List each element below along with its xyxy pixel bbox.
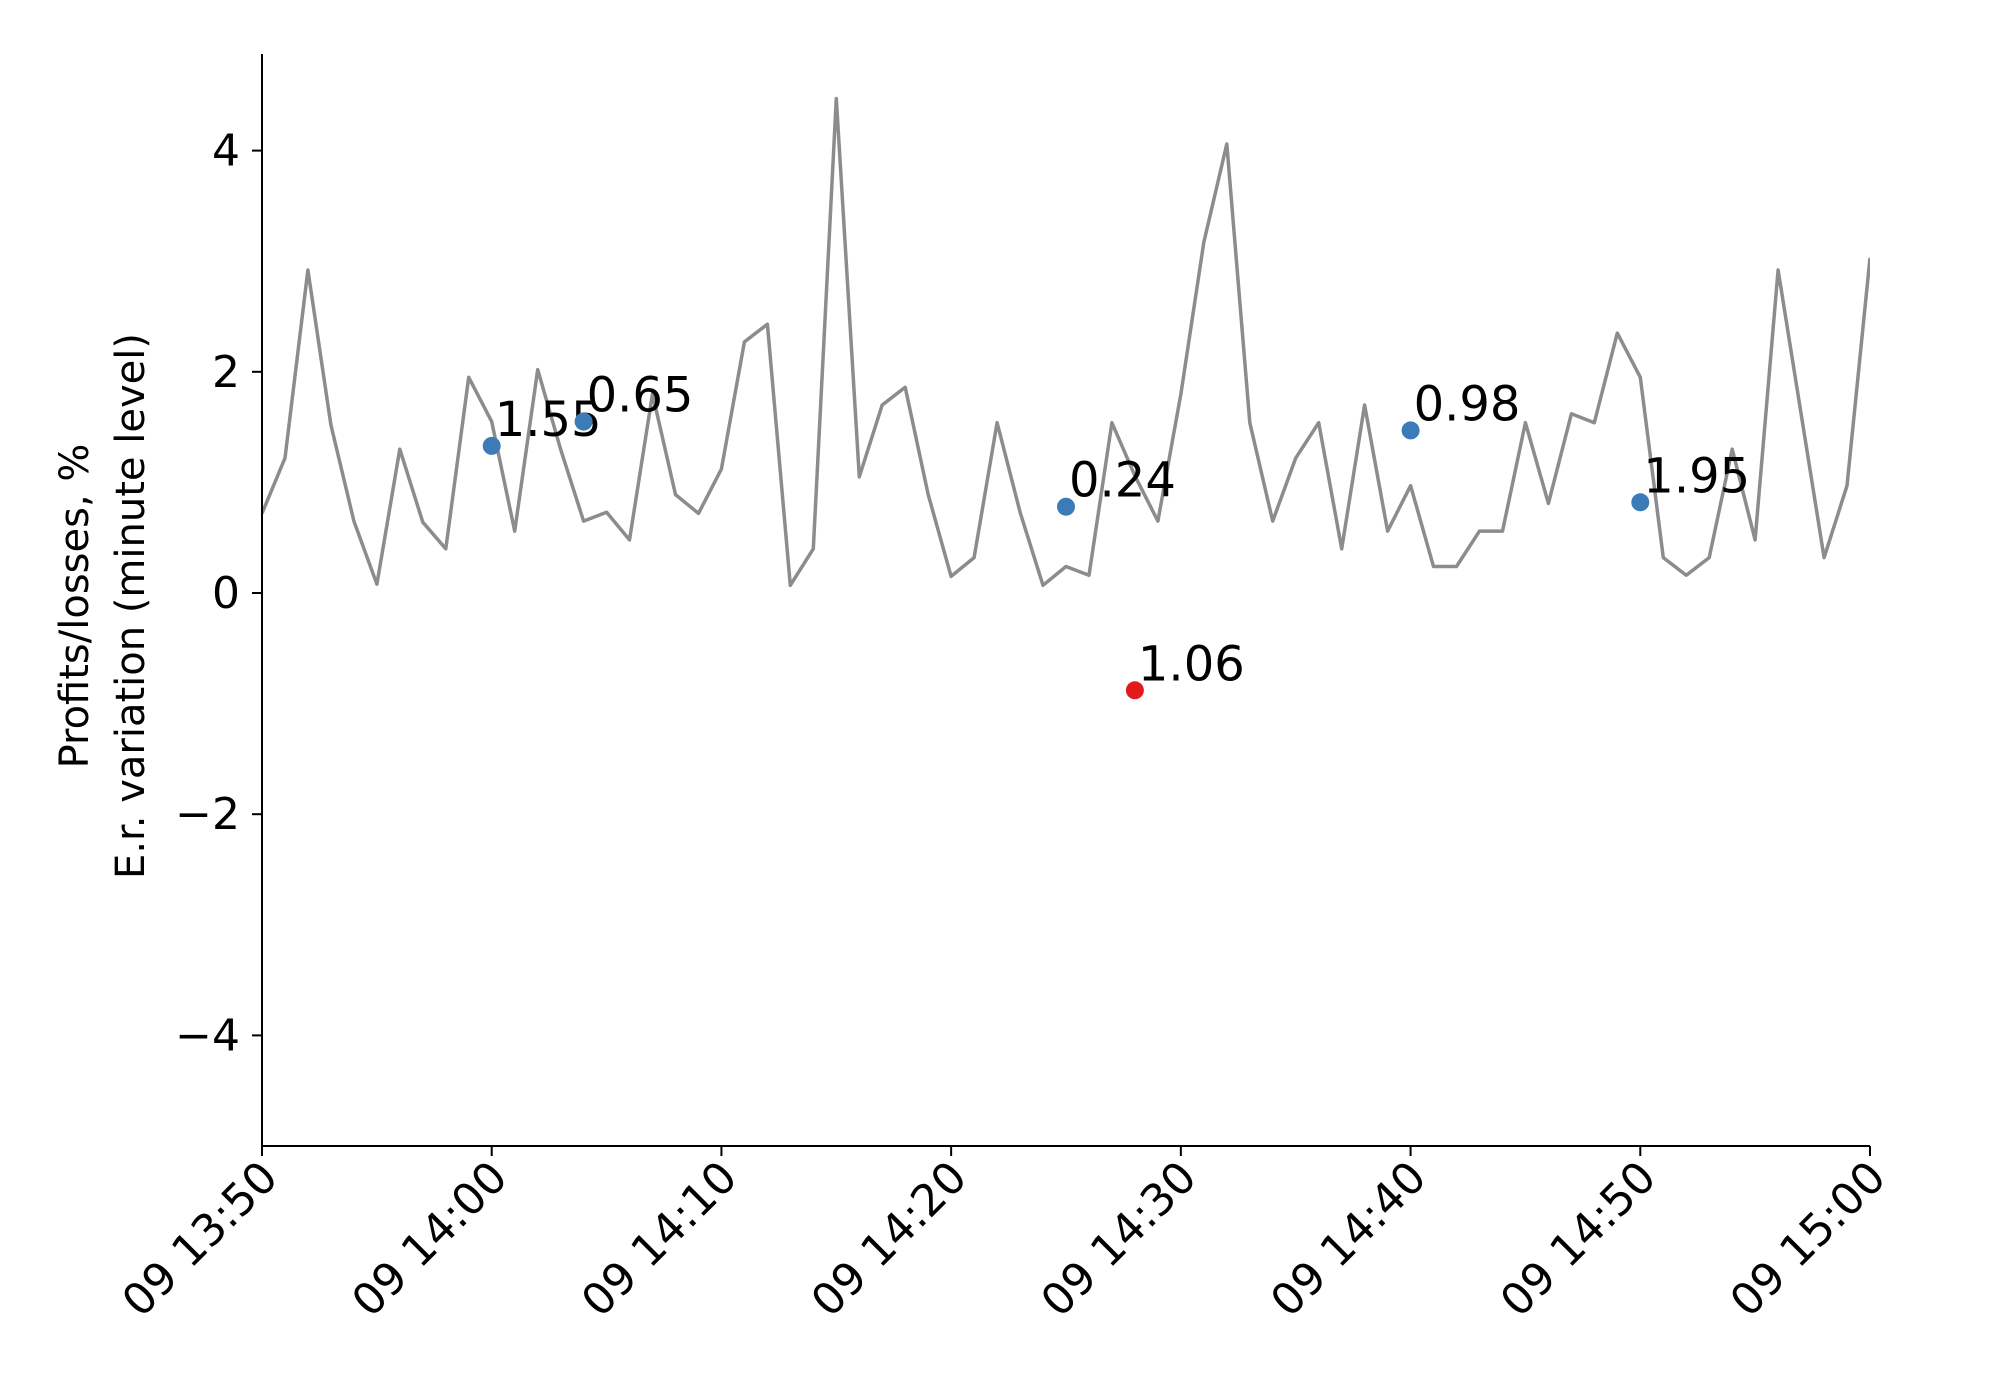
data-label-2: 0.24 [1069,453,1176,509]
data-point-4 [1401,421,1420,440]
y-axis-title-line-2: E.r. variation (minute level) [108,333,154,879]
y-tick-label: 4 [212,126,240,177]
data-point-1 [574,412,593,431]
data-label-1: 0.65 [587,368,694,424]
data-point-0 [482,436,501,455]
x-tick-label: 09 13:50 [113,1152,288,1327]
data-point-3 [1125,681,1144,700]
x-ticks: 09 13:50 09 14:00 09 14:10 09 14:20 09 14:30… [113,1146,1896,1327]
y-axis-title-line-1: Profits/losses, % [52,444,98,769]
x-tick-label: 09 14:40 [1261,1152,1436,1327]
series-line-0 [262,96,1870,588]
marker-layer: 1.550.650.241.060.981.95 [482,368,1750,700]
x-tick-label: 09 15:00 [1721,1152,1896,1327]
data-point-5 [1631,493,1650,512]
y-ticks: −4 −2 0 2 4 [175,126,262,1061]
data-label-3: 1.06 [1138,636,1245,692]
x-tick-label: 09 14:50 [1491,1152,1666,1327]
data-label-5: 1.95 [1643,448,1750,504]
x-tick-label: 09 14:00 [342,1152,517,1327]
x-tick-label: 09 14:20 [802,1152,977,1327]
data-label-4: 0.98 [1414,376,1521,432]
y-tick-label: 0 [212,568,240,619]
series-layer [262,96,1870,588]
x-tick-label: 09 14:10 [572,1152,747,1327]
y-axis-title: Profits/losses, % E.r. variation (minute… [52,333,154,879]
data-point-2 [1057,497,1075,516]
y-tick-label: 2 [212,347,240,398]
x-tick-label: 09 14:30 [1031,1152,1206,1327]
y-tick-label: −2 [175,789,240,840]
y-tick-label: −4 [175,1010,240,1061]
